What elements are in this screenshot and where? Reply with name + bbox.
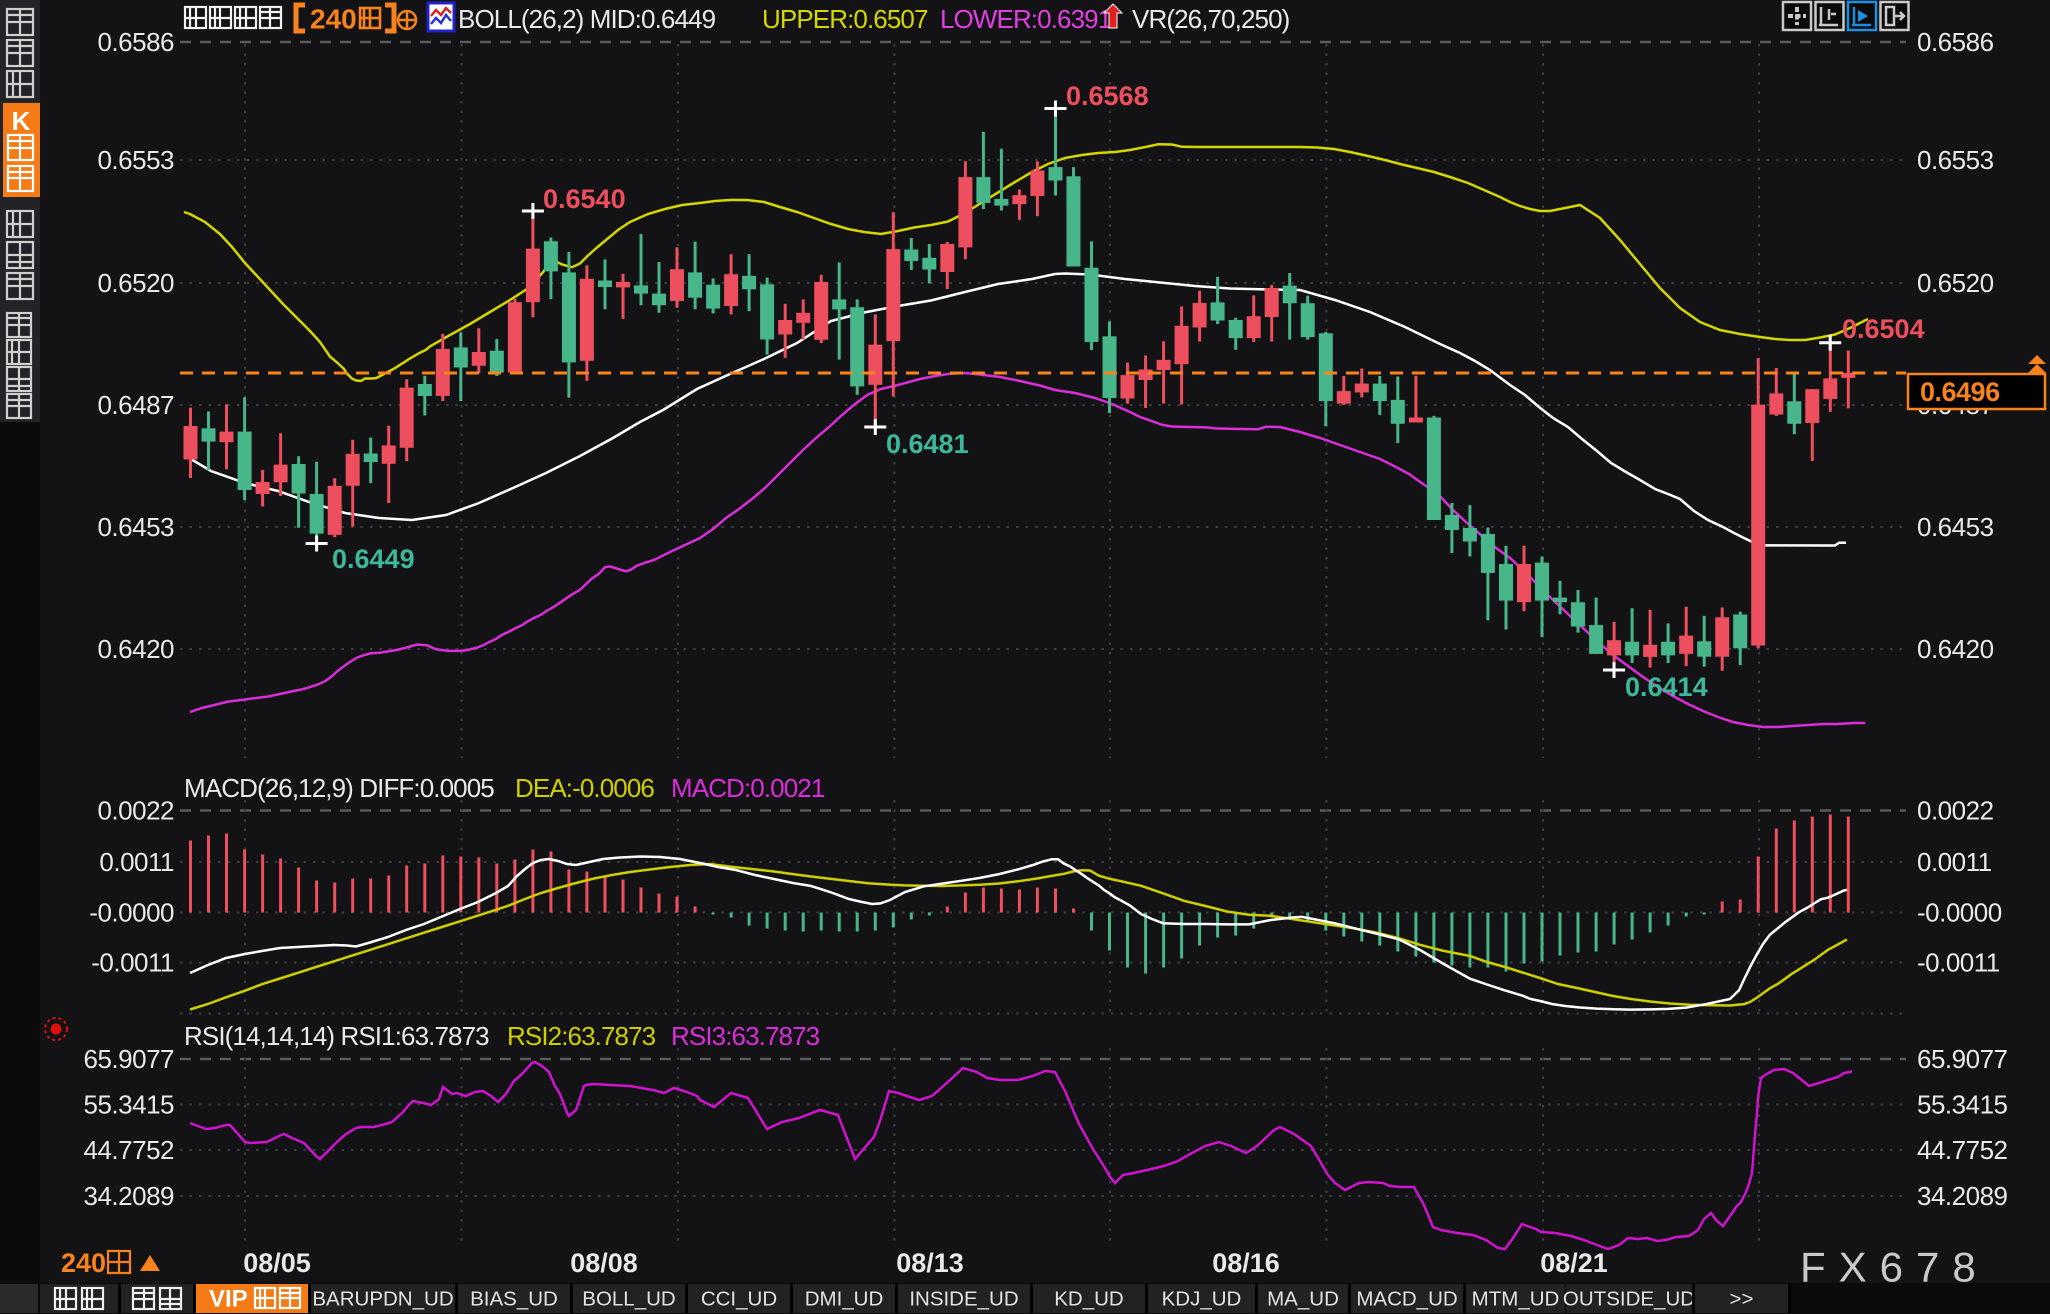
svg-text:0.6487: 0.6487 bbox=[97, 390, 174, 420]
svg-text:08/21: 08/21 bbox=[1540, 1248, 1608, 1278]
svg-text:BIAS_UD: BIAS_UD bbox=[470, 1288, 558, 1311]
svg-text:INSIDE_UD: INSIDE_UD bbox=[909, 1288, 1018, 1311]
svg-text:CCI_UD: CCI_UD bbox=[701, 1288, 777, 1311]
svg-text:UPPER:0.6507: UPPER:0.6507 bbox=[762, 4, 928, 34]
svg-text:RSI(14,14,14) RSI1:63.7873: RSI(14,14,14) RSI1:63.7873 bbox=[184, 1021, 489, 1051]
svg-text:LOWER:0.6391: LOWER:0.6391 bbox=[940, 4, 1112, 34]
svg-text:-0.0000: -0.0000 bbox=[1917, 898, 2002, 928]
svg-text:55.3415: 55.3415 bbox=[84, 1090, 175, 1120]
svg-text:0.6540: 0.6540 bbox=[543, 184, 626, 214]
svg-text:0.6481: 0.6481 bbox=[886, 429, 969, 459]
svg-text:65.9077: 65.9077 bbox=[1917, 1044, 2008, 1074]
svg-text:0.6520: 0.6520 bbox=[97, 268, 174, 298]
svg-text:KD_UD: KD_UD bbox=[1054, 1288, 1124, 1311]
svg-text:MA_UD: MA_UD bbox=[1267, 1288, 1339, 1311]
svg-text:55.3415: 55.3415 bbox=[1917, 1090, 2008, 1120]
svg-text:0.6453: 0.6453 bbox=[97, 512, 174, 542]
svg-text:0.6586: 0.6586 bbox=[97, 27, 174, 57]
svg-text:0.6420: 0.6420 bbox=[1917, 634, 1994, 664]
svg-text:DMI_UD: DMI_UD bbox=[805, 1288, 884, 1311]
svg-text:-0.0000: -0.0000 bbox=[89, 898, 174, 928]
svg-text:VR(26,70,250): VR(26,70,250) bbox=[1132, 4, 1290, 34]
svg-text:MACD(26,12,9) DIFF:0.0005: MACD(26,12,9) DIFF:0.0005 bbox=[184, 773, 494, 803]
svg-text:OUTSIDE_UD: OUTSIDE_UD bbox=[1563, 1288, 1695, 1311]
svg-text:0.6586: 0.6586 bbox=[1917, 27, 1994, 57]
svg-text:0.6520: 0.6520 bbox=[1917, 268, 1994, 298]
svg-text:0.6420: 0.6420 bbox=[97, 634, 174, 664]
svg-text:K: K bbox=[12, 106, 31, 136]
svg-text:-0.0011: -0.0011 bbox=[91, 948, 174, 978]
svg-text:>>: >> bbox=[1730, 1288, 1754, 1311]
svg-text:MTM_UD: MTM_UD bbox=[1472, 1288, 1560, 1311]
svg-text:0.6504: 0.6504 bbox=[1842, 314, 1925, 344]
svg-text:RSI3:63.7873: RSI3:63.7873 bbox=[671, 1021, 820, 1051]
svg-text:34.2089: 34.2089 bbox=[84, 1181, 175, 1211]
svg-text:0.6453: 0.6453 bbox=[1917, 512, 1994, 542]
svg-text:08/13: 08/13 bbox=[896, 1248, 964, 1278]
svg-text:0.6496: 0.6496 bbox=[1920, 377, 2000, 407]
svg-text:DEA:-0.0006: DEA:-0.0006 bbox=[515, 773, 654, 803]
svg-text:240: 240 bbox=[61, 1248, 106, 1278]
svg-text:0.6568: 0.6568 bbox=[1066, 81, 1149, 111]
svg-text:65.9077: 65.9077 bbox=[84, 1044, 175, 1074]
svg-text:0.0022: 0.0022 bbox=[1917, 796, 1994, 826]
svg-text:44.7752: 44.7752 bbox=[84, 1135, 175, 1165]
svg-text:08/05: 08/05 bbox=[243, 1248, 311, 1278]
svg-text:RSI2:63.7873: RSI2:63.7873 bbox=[507, 1021, 656, 1051]
svg-text:-0.0011: -0.0011 bbox=[1917, 948, 2000, 978]
svg-text:BARUPDN_UD: BARUPDN_UD bbox=[312, 1288, 453, 1311]
svg-text:0.6553: 0.6553 bbox=[97, 145, 174, 175]
svg-text:MACD_UD: MACD_UD bbox=[1356, 1288, 1457, 1311]
svg-text:KDJ_UD: KDJ_UD bbox=[1162, 1288, 1242, 1311]
svg-text:0.0022: 0.0022 bbox=[97, 796, 174, 826]
svg-text:BOLL(26,2) MID:0.6449: BOLL(26,2) MID:0.6449 bbox=[458, 4, 716, 34]
svg-text:240: 240 bbox=[310, 4, 357, 35]
svg-text:BOLL_UD: BOLL_UD bbox=[582, 1288, 675, 1311]
svg-text:FX678: FX678 bbox=[1800, 1244, 1989, 1291]
svg-text:0.6449: 0.6449 bbox=[332, 544, 415, 574]
svg-text:MACD:0.0021: MACD:0.0021 bbox=[671, 773, 825, 803]
svg-text:44.7752: 44.7752 bbox=[1917, 1135, 2008, 1165]
svg-text:08/08: 08/08 bbox=[570, 1248, 638, 1278]
svg-text:VIP: VIP bbox=[209, 1286, 248, 1313]
svg-text:0.0011: 0.0011 bbox=[1917, 847, 1992, 877]
svg-text:0.0011: 0.0011 bbox=[99, 847, 174, 877]
svg-text:0.6553: 0.6553 bbox=[1917, 145, 1994, 175]
svg-text:08/16: 08/16 bbox=[1212, 1248, 1280, 1278]
svg-text:34.2089: 34.2089 bbox=[1917, 1181, 2008, 1211]
svg-text:0.6414: 0.6414 bbox=[1625, 672, 1708, 702]
